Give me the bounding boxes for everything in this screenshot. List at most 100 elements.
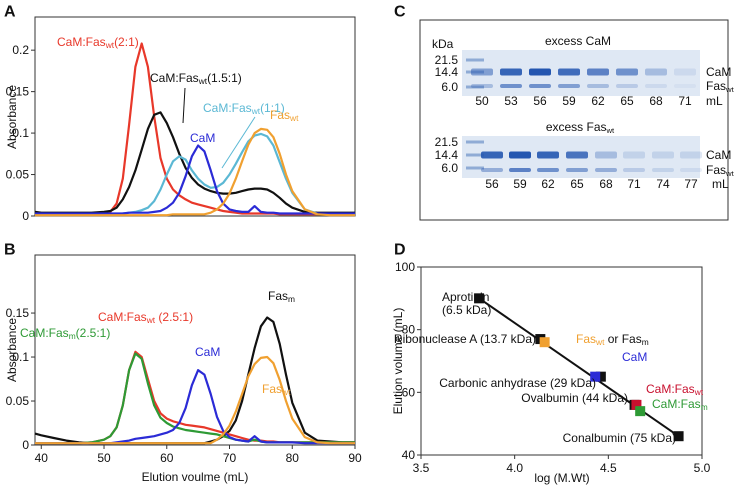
plot-frame	[34, 16, 356, 217]
point-label: Faswt or Fasm	[576, 332, 649, 347]
gel-band	[566, 168, 588, 172]
panel-label: A	[4, 4, 16, 21]
label-part: (1.5:1)	[207, 71, 242, 85]
fraction-label: 65	[620, 94, 634, 108]
point	[595, 371, 606, 382]
x-tick-label: 5.0	[694, 461, 711, 475]
label-part: wt	[251, 106, 261, 116]
fraction-label: 71	[627, 177, 641, 191]
fraction-label: 56	[533, 94, 547, 108]
y-tick-label: 0.05	[6, 168, 30, 182]
label-part: CaM	[706, 148, 731, 162]
series-label: CaM:Faswt (2.5:1)	[98, 310, 193, 325]
x-tick-label: 80	[286, 451, 300, 465]
x-tick-label: 50	[97, 451, 111, 465]
gel-band	[595, 168, 617, 172]
point-label: Ribonuclease A (13.7 kDa)	[394, 332, 536, 346]
label-part: CaM:Fas	[98, 310, 147, 324]
plot-frame	[34, 254, 356, 446]
fraction-label: 62	[591, 94, 605, 108]
x-tick-label: 70	[223, 451, 237, 465]
x-tick-label: 60	[160, 451, 174, 465]
fraction-label: 50	[475, 94, 489, 108]
gel-band	[509, 168, 531, 172]
point-label: Carbonic anhydrase (29 kDa)	[439, 376, 596, 390]
fraction-label: 62	[541, 177, 555, 191]
label-part: CaM	[190, 131, 215, 145]
gel-frame	[419, 19, 729, 221]
label-part: Ovalbumin (44 kDa)	[521, 391, 628, 405]
x-tick-label: 4.5	[600, 461, 617, 475]
fraction-unit: mL	[712, 177, 729, 191]
label-part: excess CaM	[545, 34, 611, 48]
label-part: CaM	[622, 350, 647, 364]
gel-band	[595, 151, 617, 159]
x-axis-label: Elution voulme (mL)	[142, 470, 249, 484]
gel-band	[537, 168, 559, 172]
gel-title: excess CaM	[545, 34, 611, 48]
point-label: Ovalbumin (44 kDa)	[521, 391, 628, 405]
label-part: Fas	[576, 332, 596, 346]
label-part: CaM:Fas	[646, 382, 695, 396]
gel-band	[558, 84, 580, 88]
ladder-band	[466, 153, 484, 157]
label-part: (2:1)	[114, 35, 139, 49]
label-part: CaM	[195, 345, 220, 359]
point-label: CaM	[622, 350, 647, 364]
gel-band	[471, 68, 493, 76]
y-tick-label: 0	[22, 438, 29, 452]
ladder-band	[466, 140, 484, 144]
gel-band	[645, 68, 667, 76]
gel-band	[616, 84, 638, 88]
gel-band	[509, 151, 531, 159]
label-part: Fas	[262, 382, 282, 396]
series-line	[35, 127, 355, 217]
label-part: CaM:Fas	[20, 326, 69, 340]
point	[673, 431, 684, 442]
x-axis-label: log (M.Wt)	[534, 471, 589, 485]
x-tick-label: 90	[348, 451, 362, 465]
label-part: (2.5:1)	[76, 326, 111, 340]
label-part: wt	[694, 387, 704, 397]
label-part: Conalbumin (75 kDa)	[563, 431, 676, 445]
gel-band	[680, 168, 702, 172]
gel-band	[674, 68, 696, 76]
series-label: Faswt	[270, 108, 299, 123]
gel-unit: kDa	[432, 37, 454, 51]
series-label: CaM:Faswt(1:1)	[203, 101, 285, 116]
series-label: CaM:Faswt(2:1)	[57, 35, 139, 50]
gel-band	[566, 151, 588, 159]
label-part: Fas	[706, 79, 726, 93]
plot-frame	[420, 266, 703, 456]
point	[474, 293, 485, 304]
label-part: wt	[595, 337, 605, 347]
gel-band	[623, 168, 645, 172]
gel-band	[500, 84, 522, 88]
gel-band	[587, 84, 609, 88]
series-line	[34, 111, 355, 214]
band-label: Faswt	[706, 79, 735, 94]
label-part: CaM	[706, 65, 731, 79]
label-part: Aprotinin	[442, 290, 489, 304]
gel-band	[680, 151, 702, 159]
y-axis-label: Absorbance	[5, 85, 19, 149]
series-label: CaM	[190, 131, 215, 145]
ladder-band	[466, 85, 484, 89]
series-label: Fasm	[268, 289, 295, 304]
marker-label: 6.0	[441, 161, 458, 175]
point	[590, 371, 601, 382]
ladder-band	[466, 166, 484, 170]
y-tick-label: 0.1	[12, 350, 29, 364]
y-tick-label: 0.05	[6, 394, 30, 408]
gel-band	[471, 84, 493, 88]
y-tick-label: 80	[402, 323, 416, 337]
gel-band	[587, 68, 609, 76]
x-tick-label: 40	[35, 451, 49, 465]
point	[635, 406, 646, 417]
fraction-label: 71	[678, 94, 692, 108]
series-label: CaM:Fasm(2.5:1)	[20, 326, 110, 341]
gel-band	[500, 68, 522, 76]
label-part: or Fas	[604, 332, 641, 346]
label-part: Ribonuclease A (13.7 kDa)	[394, 332, 536, 346]
series-line	[35, 144, 355, 215]
